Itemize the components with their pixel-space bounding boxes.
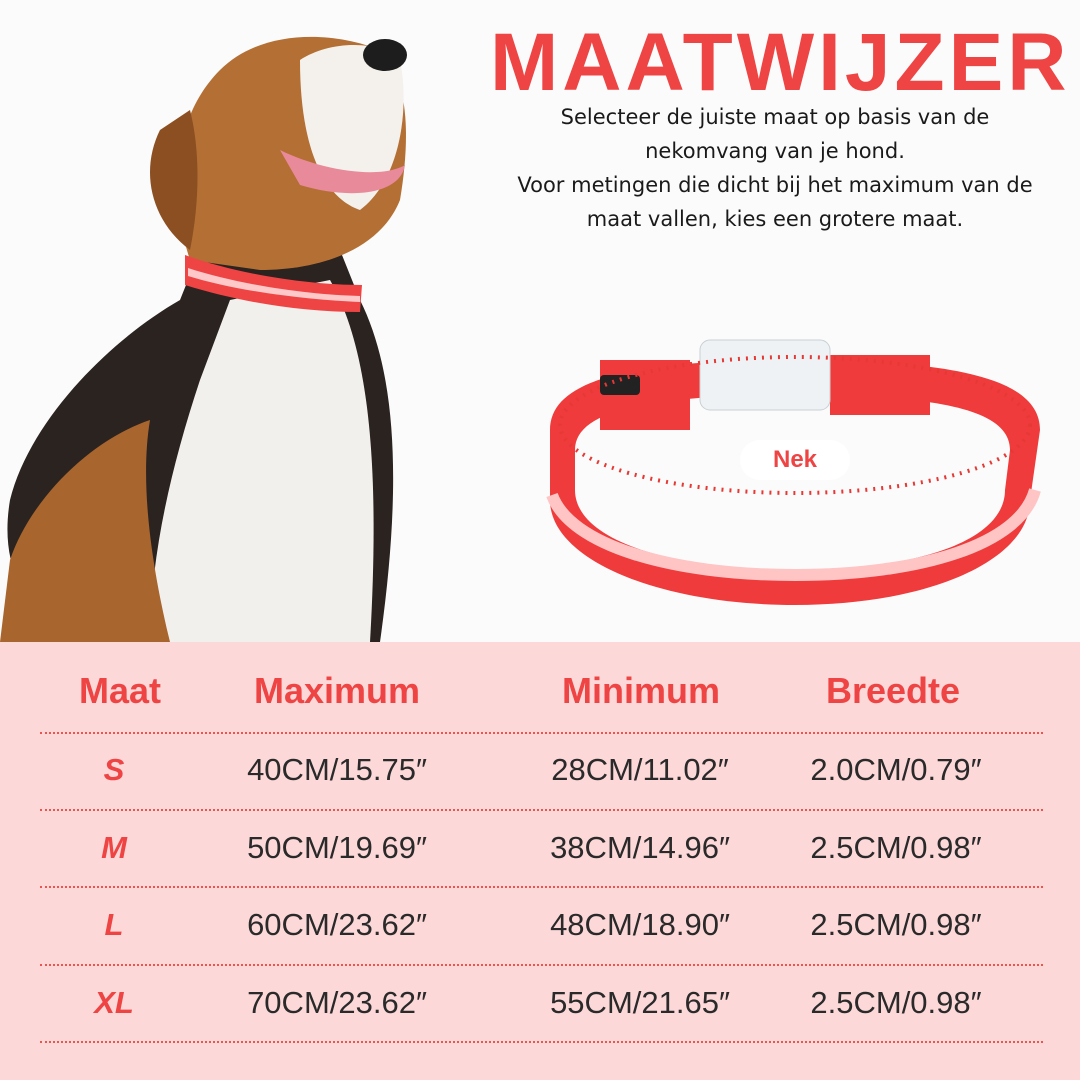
size-label: M (101, 830, 127, 865)
header-maat: Maat (78, 670, 162, 711)
maximum-value: 60CM/23.62″ (247, 907, 427, 942)
width-value: 2.5CM/0.98″ (810, 907, 982, 942)
minimum-value: 55CM/21.65″ (550, 985, 730, 1020)
description-line: maat vallen, kies een grotere maat. (586, 207, 964, 231)
collar-photo (546, 339, 1041, 605)
size-guide-description: Selecteer de juiste maat op basis van de… (450, 100, 1080, 236)
maximum-value: 50CM/19.69″ (247, 830, 427, 865)
header-maximum: Maximum (253, 670, 421, 711)
size-label: S (103, 752, 125, 787)
minimum-value: 48CM/18.90″ (550, 907, 730, 942)
maximum-value: 70CM/23.62″ (247, 985, 427, 1020)
header-minimum: Minimum (562, 670, 720, 711)
size-label: L (104, 907, 124, 942)
divider (40, 964, 1043, 966)
description-line: nekomvang van je hond. (645, 139, 905, 163)
description-line: Voor metingen die dicht bij het maximum … (517, 173, 1033, 197)
minimum-value: 38CM/14.96″ (550, 830, 730, 865)
divider (40, 1041, 1043, 1043)
beagle-dog-photo (0, 36, 407, 642)
divider (40, 809, 1043, 811)
divider (40, 732, 1043, 734)
neck-label: Nek (740, 440, 850, 480)
page-title: MAATWIJZER (490, 17, 1071, 108)
maximum-value: 40CM/15.75″ (247, 752, 427, 787)
width-value: 2.5CM/0.98″ (810, 985, 982, 1020)
width-value: 2.5CM/0.98″ (810, 830, 982, 865)
size-table: Maat Maximum Minimum Breedte S 40CM/15.7… (0, 642, 1080, 1080)
minimum-value: 28CM/11.02″ (551, 752, 729, 787)
description-line: Selecteer de juiste maat op basis van de (560, 105, 990, 129)
size-label: XL (94, 985, 134, 1020)
divider (40, 886, 1043, 888)
width-value: 2.0CM/0.79″ (810, 752, 982, 787)
header-breedte: Breedte (825, 670, 961, 711)
